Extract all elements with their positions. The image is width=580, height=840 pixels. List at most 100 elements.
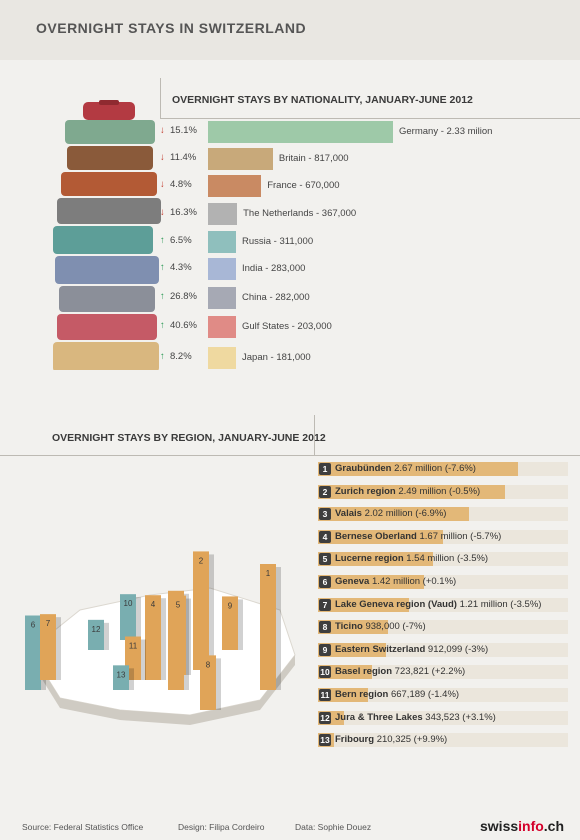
region-row: 8 Ticino 938,000 (-7%) bbox=[318, 620, 568, 635]
nationality-divider-vertical bbox=[160, 78, 161, 118]
region-name: Bern region bbox=[335, 689, 389, 700]
map-region-columns: 12345678910111213 bbox=[25, 551, 281, 710]
region-value: 1.42 million (+0.1%) bbox=[369, 576, 457, 587]
nationality-label: Germany - 2.33 milion bbox=[399, 126, 493, 137]
region-bar-track bbox=[318, 710, 568, 725]
region-name: Lucerne region bbox=[335, 553, 404, 565]
region-name: Fribourg bbox=[335, 734, 375, 746]
map-column-side bbox=[186, 598, 191, 675]
region-header: OVERNIGHT STAYS BY REGION, JANUARY-JUNE … bbox=[52, 432, 326, 444]
change-percent: ↓ 16.3% bbox=[160, 207, 208, 218]
region-label: Basel region 723,821 (+2.2%) bbox=[335, 666, 465, 677]
change-value: 8.2% bbox=[170, 351, 192, 362]
region-value: 667,189 (-1.4%) bbox=[388, 689, 460, 700]
map-column bbox=[25, 615, 41, 690]
rank-badge: 5 bbox=[319, 553, 331, 566]
arrow-up-icon: ↑ bbox=[160, 351, 165, 362]
map-column-side bbox=[161, 598, 166, 680]
region-label: Lake Geneva region (Vaud) 1.21 million (… bbox=[335, 599, 541, 610]
region-row: 9 Eastern Switzerland 912,099 (-3%) bbox=[318, 642, 568, 657]
footer-design: Design: Filipa Cordeiro bbox=[178, 822, 265, 832]
region-row: 4 Bernese Oberland 1.67 million (-5.7%) bbox=[318, 529, 568, 544]
rank-badge: 13 bbox=[319, 734, 331, 747]
nationality-label: India - 283,000 bbox=[242, 263, 306, 274]
region-bar-track bbox=[318, 733, 568, 748]
region-row: 1 Graubünden 2.67 million (-7.6%) bbox=[318, 462, 568, 476]
region-name: Zurich region bbox=[335, 485, 396, 497]
rank-badge: 11 bbox=[319, 689, 331, 701]
region-name: Geneva bbox=[335, 576, 370, 587]
region-value: 723,821 (+2.2%) bbox=[392, 666, 466, 678]
region-label: Graubünden 2.67 million (-7.6%) bbox=[335, 463, 476, 474]
map-column-label: 1 bbox=[266, 569, 271, 578]
rank-badge: 2 bbox=[319, 485, 331, 498]
region-name: Eastern Switzerland bbox=[335, 643, 426, 655]
region-row: 2 Zurich region 2.49 million (-0.5%) bbox=[318, 484, 568, 499]
map-column-label: 10 bbox=[124, 599, 133, 608]
map-column bbox=[170, 595, 186, 675]
region-label: Geneva 1.42 million (+0.1%) bbox=[335, 576, 456, 587]
change-percent: ↑ 40.6% bbox=[160, 320, 208, 331]
nationality-label: China - 282,000 bbox=[242, 292, 310, 303]
nationality-label: Japan - 181,000 bbox=[242, 352, 311, 363]
region-name: Jura & Three Lakes bbox=[335, 711, 423, 723]
region-label: Jura & Three Lakes 343,523 (+3.1%) bbox=[335, 712, 496, 723]
change-value: 6.5% bbox=[170, 235, 192, 246]
change-percent: ↑ 8.2% bbox=[160, 351, 208, 362]
nationality-bar bbox=[208, 148, 273, 170]
page-title: OVERNIGHT STAYS IN SWITZERLAND bbox=[36, 20, 307, 36]
region-row: 11 Bern region 667,189 (-1.4%) bbox=[318, 688, 568, 702]
nationality-divider-horizontal bbox=[160, 118, 580, 119]
nationality-bar bbox=[208, 258, 236, 280]
map-column-label: 2 bbox=[199, 556, 204, 565]
map-column-label: 13 bbox=[117, 670, 126, 679]
rank-badge: 12 bbox=[319, 711, 331, 724]
change-percent: ↑ 6.5% bbox=[160, 235, 208, 246]
change-value: 26.8% bbox=[170, 291, 197, 302]
change-percent: ↑ 4.3% bbox=[160, 262, 208, 273]
arrow-down-icon: ↓ bbox=[160, 152, 165, 163]
region-label: Eastern Switzerland 912,099 (-3%) bbox=[335, 644, 488, 655]
change-percent: ↓ 11.4% bbox=[160, 152, 208, 163]
map-column-side bbox=[104, 622, 109, 650]
region-bar bbox=[318, 665, 373, 680]
map-column-label: 7 bbox=[46, 619, 51, 628]
region-bar bbox=[318, 552, 434, 567]
region-bar bbox=[318, 642, 387, 657]
change-percent: ↑ 26.8% bbox=[160, 291, 208, 302]
nationality-label: Gulf States - 203,000 bbox=[242, 321, 332, 332]
arrow-up-icon: ↑ bbox=[160, 235, 165, 246]
rank-badge: 9 bbox=[319, 643, 331, 656]
region-value: 938,000 (-7%) bbox=[362, 621, 426, 633]
arrow-down-icon: ↓ bbox=[160, 179, 165, 190]
map-column-label: 5 bbox=[176, 601, 181, 610]
nationality-header: OVERNIGHT STAYS BY NATIONALITY, JANUARY-… bbox=[172, 94, 473, 106]
arrow-up-icon: ↑ bbox=[160, 320, 165, 331]
map-column bbox=[260, 564, 276, 690]
region-divider-horizontal bbox=[0, 455, 580, 456]
region-name: Valais bbox=[335, 508, 362, 520]
region-bar bbox=[318, 620, 389, 635]
region-value: 1.21 million (-3.5%) bbox=[456, 598, 542, 610]
region-name: Bernese Oberland bbox=[335, 530, 417, 542]
map-column-side bbox=[216, 658, 221, 710]
map-column-label: 11 bbox=[129, 642, 138, 651]
nationality-bar bbox=[208, 316, 236, 338]
footer-data: Data: Sophie Douez bbox=[295, 822, 372, 832]
region-value: 210,325 (+9.9%) bbox=[374, 734, 448, 746]
region-bar bbox=[318, 507, 470, 522]
map-column-side bbox=[209, 554, 214, 670]
change-value: 4.3% bbox=[170, 262, 192, 273]
map-column-label: 4 bbox=[151, 600, 156, 609]
map-column bbox=[222, 596, 238, 650]
suitcase-stack-illustration bbox=[53, 100, 161, 370]
nationality-label: France - 670,000 bbox=[267, 180, 340, 191]
map-column bbox=[88, 619, 104, 650]
arrow-down-icon: ↓ bbox=[160, 207, 165, 218]
region-row: 6 Geneva 1.42 million (+0.1%) bbox=[318, 575, 568, 589]
region-bar-track bbox=[318, 688, 568, 702]
region-bar bbox=[318, 529, 444, 544]
rank-badge: 4 bbox=[319, 530, 331, 543]
nationality-label: Russia - 311,000 bbox=[242, 236, 314, 247]
nationality-bar bbox=[208, 287, 236, 309]
